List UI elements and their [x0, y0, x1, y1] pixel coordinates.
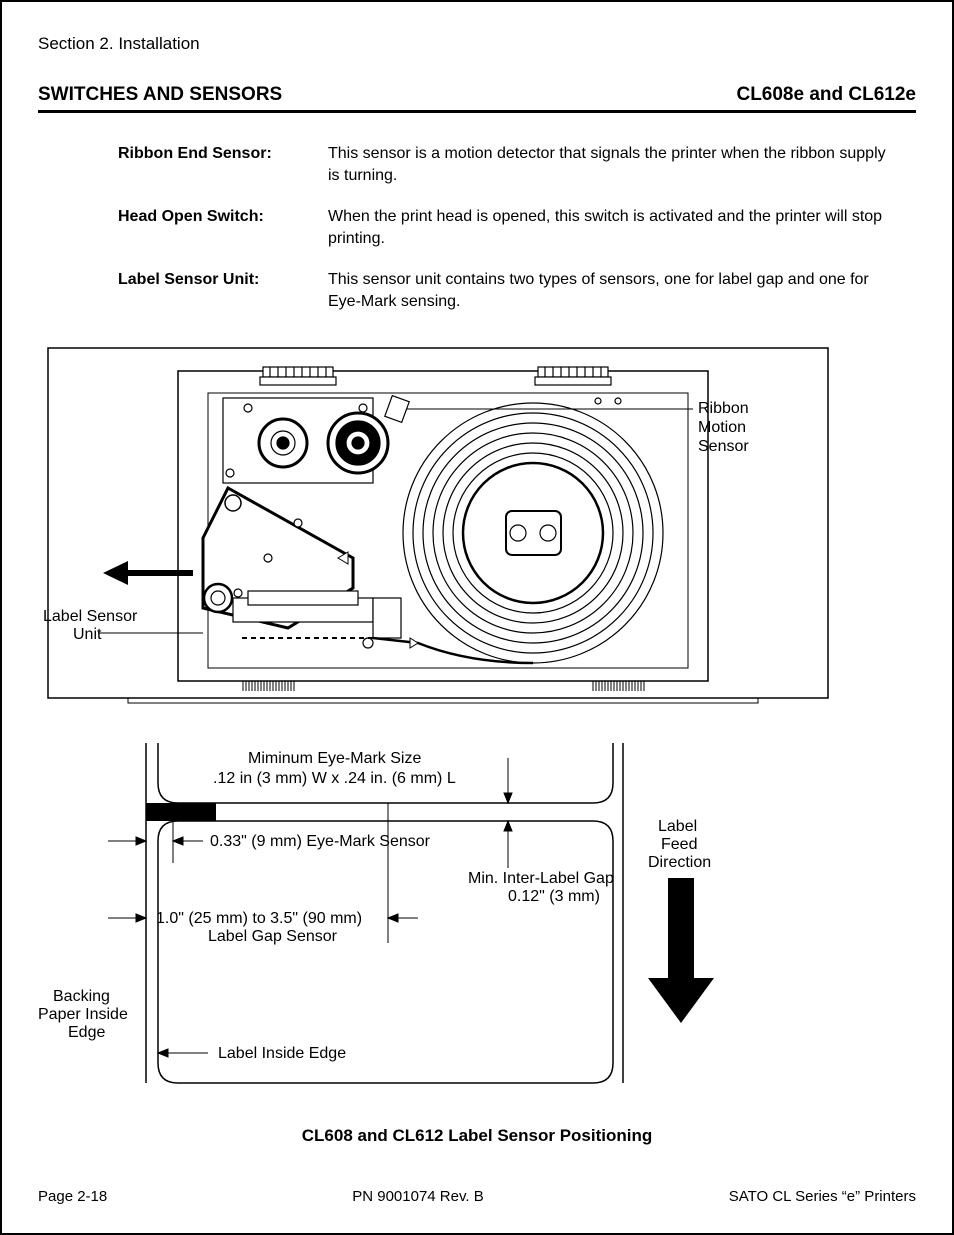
callout-text: Direction — [648, 854, 711, 871]
definition-desc: When the print head is opened, this swit… — [328, 206, 896, 249]
ribbon-assembly — [223, 398, 388, 483]
section-header: Section 2. Installation — [38, 34, 916, 54]
callout-text: Ribbon — [698, 400, 749, 417]
title-row: SWITCHES AND SENSORS CL608e and CL612e — [38, 84, 916, 113]
callout-text: Unit — [73, 626, 102, 643]
inter-label-gap-dim — [504, 758, 512, 868]
footer-row: Page 2-18 PN 9001074 Rev. B SATO CL Seri… — [38, 1188, 916, 1205]
callout-text: 0.33" (9 mm) Eye-Mark Sensor — [210, 833, 431, 850]
printer-feet — [243, 681, 644, 691]
ribbon-motion-sensor — [385, 395, 409, 422]
definition-row: Label Sensor Unit: This sensor unit cont… — [118, 269, 896, 312]
callout-text: Motion — [698, 419, 746, 436]
label-inside-edge-dim — [158, 1049, 208, 1057]
callout-text: Feed — [661, 836, 697, 853]
label-bottom — [158, 821, 613, 1083]
definition-row: Head Open Switch: When the print head is… — [118, 206, 896, 249]
title-left: SWITCHES AND SENSORS — [38, 84, 282, 106]
footer-left: Page 2-18 — [38, 1188, 107, 1205]
page-container: Section 2. Installation SWITCHES AND SEN… — [0, 0, 954, 1235]
callout-text: 0.12" (3 mm) — [508, 888, 600, 905]
callout-text: 1.0" (25 mm) to 3.5" (90 mm) — [156, 910, 362, 927]
definition-desc: This sensor unit contains two types of s… — [328, 269, 896, 312]
definition-row: Ribbon End Sensor: This sensor is a moti… — [118, 143, 896, 186]
media-roll — [403, 403, 663, 663]
callout-text: Miminum Eye-Mark Size — [248, 750, 421, 767]
callout-text: .12 in (3 mm) W x .24 in. (6 mm) L — [213, 770, 456, 787]
hinge-left — [260, 367, 336, 385]
definition-term: Head Open Switch: — [118, 206, 328, 249]
callout-text: Label Inside Edge — [218, 1045, 346, 1062]
media-path — [238, 638, 533, 663]
callout-text: Label — [658, 818, 697, 835]
callout-text: Edge — [68, 1024, 105, 1041]
hinge-right — [535, 367, 621, 404]
title-right: CL608e and CL612e — [736, 84, 916, 106]
callout-text: Backing — [53, 988, 110, 1005]
footer-center: PN 9001074 Rev. B — [352, 1188, 483, 1205]
definitions-list: Ribbon End Sensor: This sensor is a moti… — [118, 143, 896, 313]
footer-right: SATO CL Series “e” Printers — [729, 1188, 916, 1205]
callout-text: Paper Inside — [38, 1006, 128, 1023]
definition-desc: This sensor is a motion detector that si… — [328, 143, 896, 186]
diagram-caption: CL608 and CL612 Label Sensor Positioning — [38, 1126, 916, 1146]
definition-term: Ribbon End Sensor: — [118, 143, 328, 186]
eye-mark — [146, 803, 216, 821]
feed-direction-arrow-icon: Label Feed Direction — [648, 818, 714, 1023]
definition-term: Label Sensor Unit: — [118, 269, 328, 312]
callout-text: Label Sensor — [43, 608, 138, 625]
callout-text: Min. Inter-Label Gap — [468, 870, 614, 887]
callout-text: Sensor — [698, 438, 749, 455]
callout-text: Label Gap Sensor — [208, 928, 338, 945]
diagram-container: Ribbon Motion Sensor Label Sensor Unit M… — [38, 343, 916, 1108]
diagram-svg: Ribbon Motion Sensor Label Sensor Unit M… — [38, 343, 916, 1103]
callout-label-sensor-unit: Label Sensor Unit — [43, 608, 203, 643]
output-arrow-icon — [103, 561, 193, 585]
